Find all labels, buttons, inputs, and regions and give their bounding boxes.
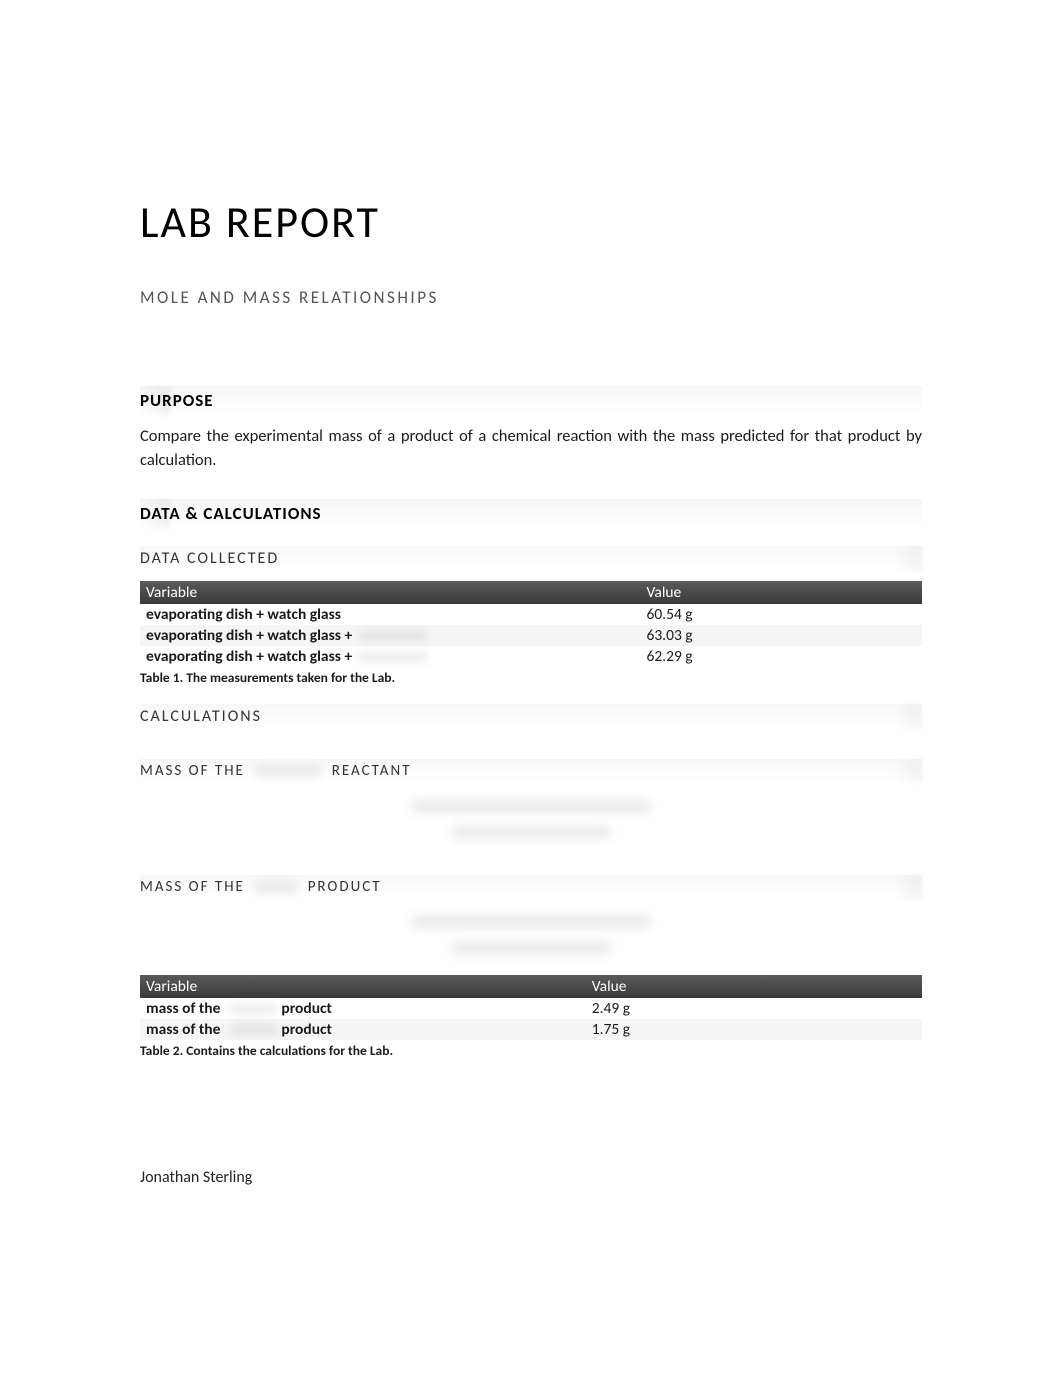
cell-variable: evaporating dish + watch glass + [140,646,640,667]
section-data-calc-heading: DATA & CALCULATIONS [140,499,922,528]
table-row: mass of the product 1.75 g [140,1019,922,1040]
table-1: Variable Value evaporating dish + watch … [140,581,922,667]
cell-variable: evaporating dish + watch glass + [140,625,640,646]
blurred-line [451,941,611,955]
cell-variable: mass of the product [140,1019,586,1040]
table-header-row: Variable Value [140,581,922,604]
purpose-text: Compare the experimental mass of a produ… [140,425,922,473]
table-header-row: Variable Value [140,975,922,998]
table-2-caption: Table 2. Contains the calculations for t… [140,1042,922,1059]
blurred-line [411,799,651,813]
cell-value: 60.54 g [640,604,922,625]
table-row: evaporating dish + watch glass + 62.29 g [140,646,922,667]
cell-value: 62.29 g [640,646,922,667]
data-collected-heading: DATA COLLECTED [140,546,922,571]
table-1-caption: Table 1. The measurements taken for the … [140,669,922,686]
col-value: Value [586,975,922,998]
page: LAB REPORT MOLE AND MASS RELATIONSHIPS P… [0,0,1062,1059]
table-row: evaporating dish + watch glass + 63.03 g [140,625,922,646]
table-row: evaporating dish + watch glass 60.54 g [140,604,922,625]
col-variable: Variable [140,975,586,998]
mass-reactant-heading: MASS OF THE REACTANT [140,759,922,783]
page-title: LAB REPORT [140,195,922,249]
blurred-equation [140,909,922,961]
mass-product-heading: MASS OF THE PRODUCT [140,875,922,899]
footer-author: Jonathan Sterling [140,1168,252,1187]
calculations-heading: CALCULATIONS [140,704,922,729]
blurred-text [358,630,428,642]
cell-variable: mass of the product [140,998,586,1019]
blurred-line [451,825,611,839]
page-subtitle: MOLE AND MASS RELATIONSHIPS [140,287,922,308]
cell-value: 1.75 g [586,1019,922,1040]
cell-variable: evaporating dish + watch glass [140,604,640,625]
blurred-text [230,1003,278,1015]
blurred-text [230,1024,278,1036]
section-purpose-heading: PURPOSE [140,386,922,415]
cell-value: 63.03 g [640,625,922,646]
blurred-text [254,764,322,778]
blurred-text [358,651,428,663]
col-variable: Variable [140,581,640,604]
blurred-line [411,915,651,929]
blurred-text [254,880,298,894]
table-row: mass of the product 2.49 g [140,998,922,1019]
table-2: Variable Value mass of the product 2.49 … [140,975,922,1040]
blurred-equation [140,793,922,845]
col-value: Value [640,581,922,604]
cell-value: 2.49 g [586,998,922,1019]
